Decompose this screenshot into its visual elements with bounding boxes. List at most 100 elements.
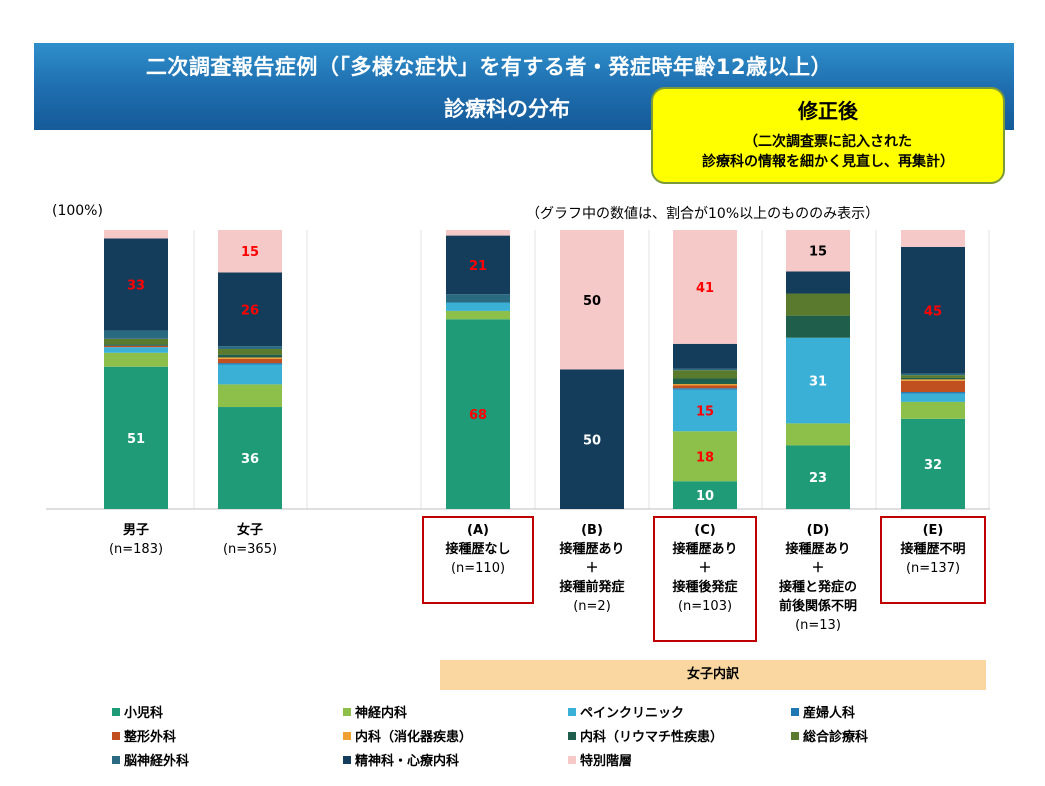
data-label: 18 bbox=[696, 450, 714, 465]
bar-segment bbox=[104, 238, 168, 331]
group-label: (A) 接種歴なし (n=110) bbox=[418, 521, 538, 578]
note-heading: 修正後 bbox=[798, 99, 858, 123]
data-label: 21 bbox=[469, 259, 487, 274]
bar-segment bbox=[218, 364, 282, 385]
data-label: 15 bbox=[241, 245, 259, 260]
correction-note: 修正後 （二次調査票に記入された 診療科の情報を細かく見直し、再集計） bbox=[651, 87, 1005, 184]
data-label: 50 bbox=[583, 433, 601, 448]
data-label: 41 bbox=[696, 281, 714, 296]
bar-segment bbox=[901, 379, 965, 381]
data-label: 32 bbox=[924, 458, 942, 473]
group-label-line: 接種歴不明 bbox=[900, 542, 966, 557]
legend-swatch bbox=[791, 707, 799, 716]
bar-segment bbox=[673, 343, 737, 369]
legend-label: 小児科 bbox=[124, 706, 164, 721]
legend-item: 特別階層 bbox=[568, 750, 632, 769]
bar-segment bbox=[673, 481, 737, 509]
bar-segment bbox=[901, 418, 965, 509]
legend-label: 内科（消化器疾患） bbox=[355, 730, 473, 745]
bar-segment bbox=[104, 366, 168, 509]
legend-label: ペインクリニック bbox=[580, 706, 685, 721]
group-label-line: 女子 bbox=[236, 523, 263, 538]
bar-segment bbox=[218, 346, 282, 349]
legend-swatch bbox=[791, 731, 799, 740]
bar-segment bbox=[901, 380, 965, 393]
title-banner: 二次調査報告症例（「多様な症状」を有する者・発症時年齢12歳以上） 診療科の分布 bbox=[34, 43, 1014, 130]
group-label-line: (B) bbox=[581, 523, 603, 538]
highlight-box bbox=[880, 516, 986, 604]
group-label: (C) 接種歴あり ＋ 接種後発症 (n=103) bbox=[645, 521, 765, 616]
group-label-line: 接種後発症 bbox=[672, 580, 738, 595]
group-sample-size: (n=365) bbox=[222, 542, 278, 557]
bar-segment bbox=[218, 348, 282, 355]
legend-swatch bbox=[112, 731, 120, 740]
bar-segment bbox=[901, 401, 965, 419]
group-sample-size: (n=183) bbox=[108, 542, 164, 557]
bar-segment bbox=[786, 445, 850, 509]
bar-segment bbox=[446, 310, 510, 320]
bar-segment bbox=[673, 431, 737, 482]
legend-item: 産婦人科 bbox=[791, 702, 855, 721]
bar-segment bbox=[104, 330, 168, 339]
legend-item: 総合診療科 bbox=[791, 726, 868, 745]
bar-segment bbox=[901, 375, 965, 378]
y-top-label: (100%) bbox=[52, 203, 103, 219]
group-label-line: 男子 bbox=[122, 523, 149, 538]
legend-swatch bbox=[343, 755, 351, 764]
bar-segment bbox=[786, 230, 850, 272]
group-label-line: 接種前発症 bbox=[559, 580, 625, 595]
chart-subtitle: 診療科の分布 bbox=[444, 97, 570, 121]
bar-segment bbox=[786, 337, 850, 424]
chart-title: 二次調査報告症例（「多様な症状」を有する者・発症時年齢12歳以上） bbox=[145, 55, 833, 79]
bar-segment bbox=[901, 373, 965, 376]
bar-segment bbox=[673, 378, 737, 385]
bar-segment bbox=[104, 230, 168, 239]
legend-swatch bbox=[112, 755, 120, 764]
group-label: 男子 (n=183) bbox=[76, 521, 196, 559]
legend-swatch bbox=[568, 731, 576, 740]
legend-swatch bbox=[343, 731, 351, 740]
data-label: 15 bbox=[696, 404, 714, 419]
bar-segment bbox=[673, 368, 737, 371]
legend-item: ペインクリニック bbox=[568, 702, 684, 721]
legend-label: 産婦人科 bbox=[803, 706, 856, 721]
group-label: (D) 接種歴あり ＋ 接種と発症の 前後関係不明 (n=13) bbox=[758, 521, 878, 635]
data-label: 36 bbox=[241, 452, 259, 467]
bar-segment bbox=[560, 230, 624, 370]
bar-segment bbox=[786, 271, 850, 294]
bar-segment bbox=[901, 392, 965, 394]
legend-item: 小児科 bbox=[112, 702, 163, 721]
bar-segment bbox=[218, 272, 282, 347]
subgroup-band: 女子内訳 bbox=[440, 660, 986, 690]
bar-segment bbox=[673, 384, 737, 386]
legend-item: 内科（リウマチ性疾患） bbox=[568, 726, 723, 745]
bar-segment bbox=[901, 246, 965, 374]
bar-segment bbox=[218, 363, 282, 365]
bar-segment bbox=[673, 388, 737, 390]
highlight-box bbox=[422, 516, 534, 604]
bar-segment bbox=[673, 370, 737, 379]
bar-segment bbox=[446, 319, 510, 509]
group-label-line: ＋ bbox=[585, 561, 599, 576]
group-label-line: 接種歴なし bbox=[445, 542, 511, 557]
note-line-1: （二次調査票に記入された bbox=[744, 134, 912, 150]
bar-segment bbox=[104, 347, 168, 353]
value-note: （グラフ中の数値は、割合が10%以上のもののみ表示） bbox=[526, 206, 880, 222]
bar-segment bbox=[104, 338, 168, 345]
bar-segment bbox=[104, 344, 168, 346]
bar-segment bbox=[901, 230, 965, 247]
legend-label: 総合診療科 bbox=[803, 730, 869, 745]
group-sample-size: (n=137) bbox=[905, 561, 961, 576]
group-sample-size: (n=2) bbox=[573, 599, 611, 614]
bar-segment bbox=[104, 352, 168, 367]
bar-segment bbox=[673, 230, 737, 344]
bar-segment bbox=[218, 358, 282, 364]
bar-segment bbox=[104, 345, 168, 348]
group-sample-size: (n=110) bbox=[450, 561, 506, 576]
data-label: 33 bbox=[127, 278, 145, 293]
bar-segment bbox=[446, 302, 510, 311]
group-label-line: 接種歴あり bbox=[785, 542, 851, 557]
group-label-line: 接種歴あり bbox=[672, 542, 738, 557]
bar-segment bbox=[218, 357, 282, 359]
legend-label: 整形外科 bbox=[124, 730, 177, 745]
